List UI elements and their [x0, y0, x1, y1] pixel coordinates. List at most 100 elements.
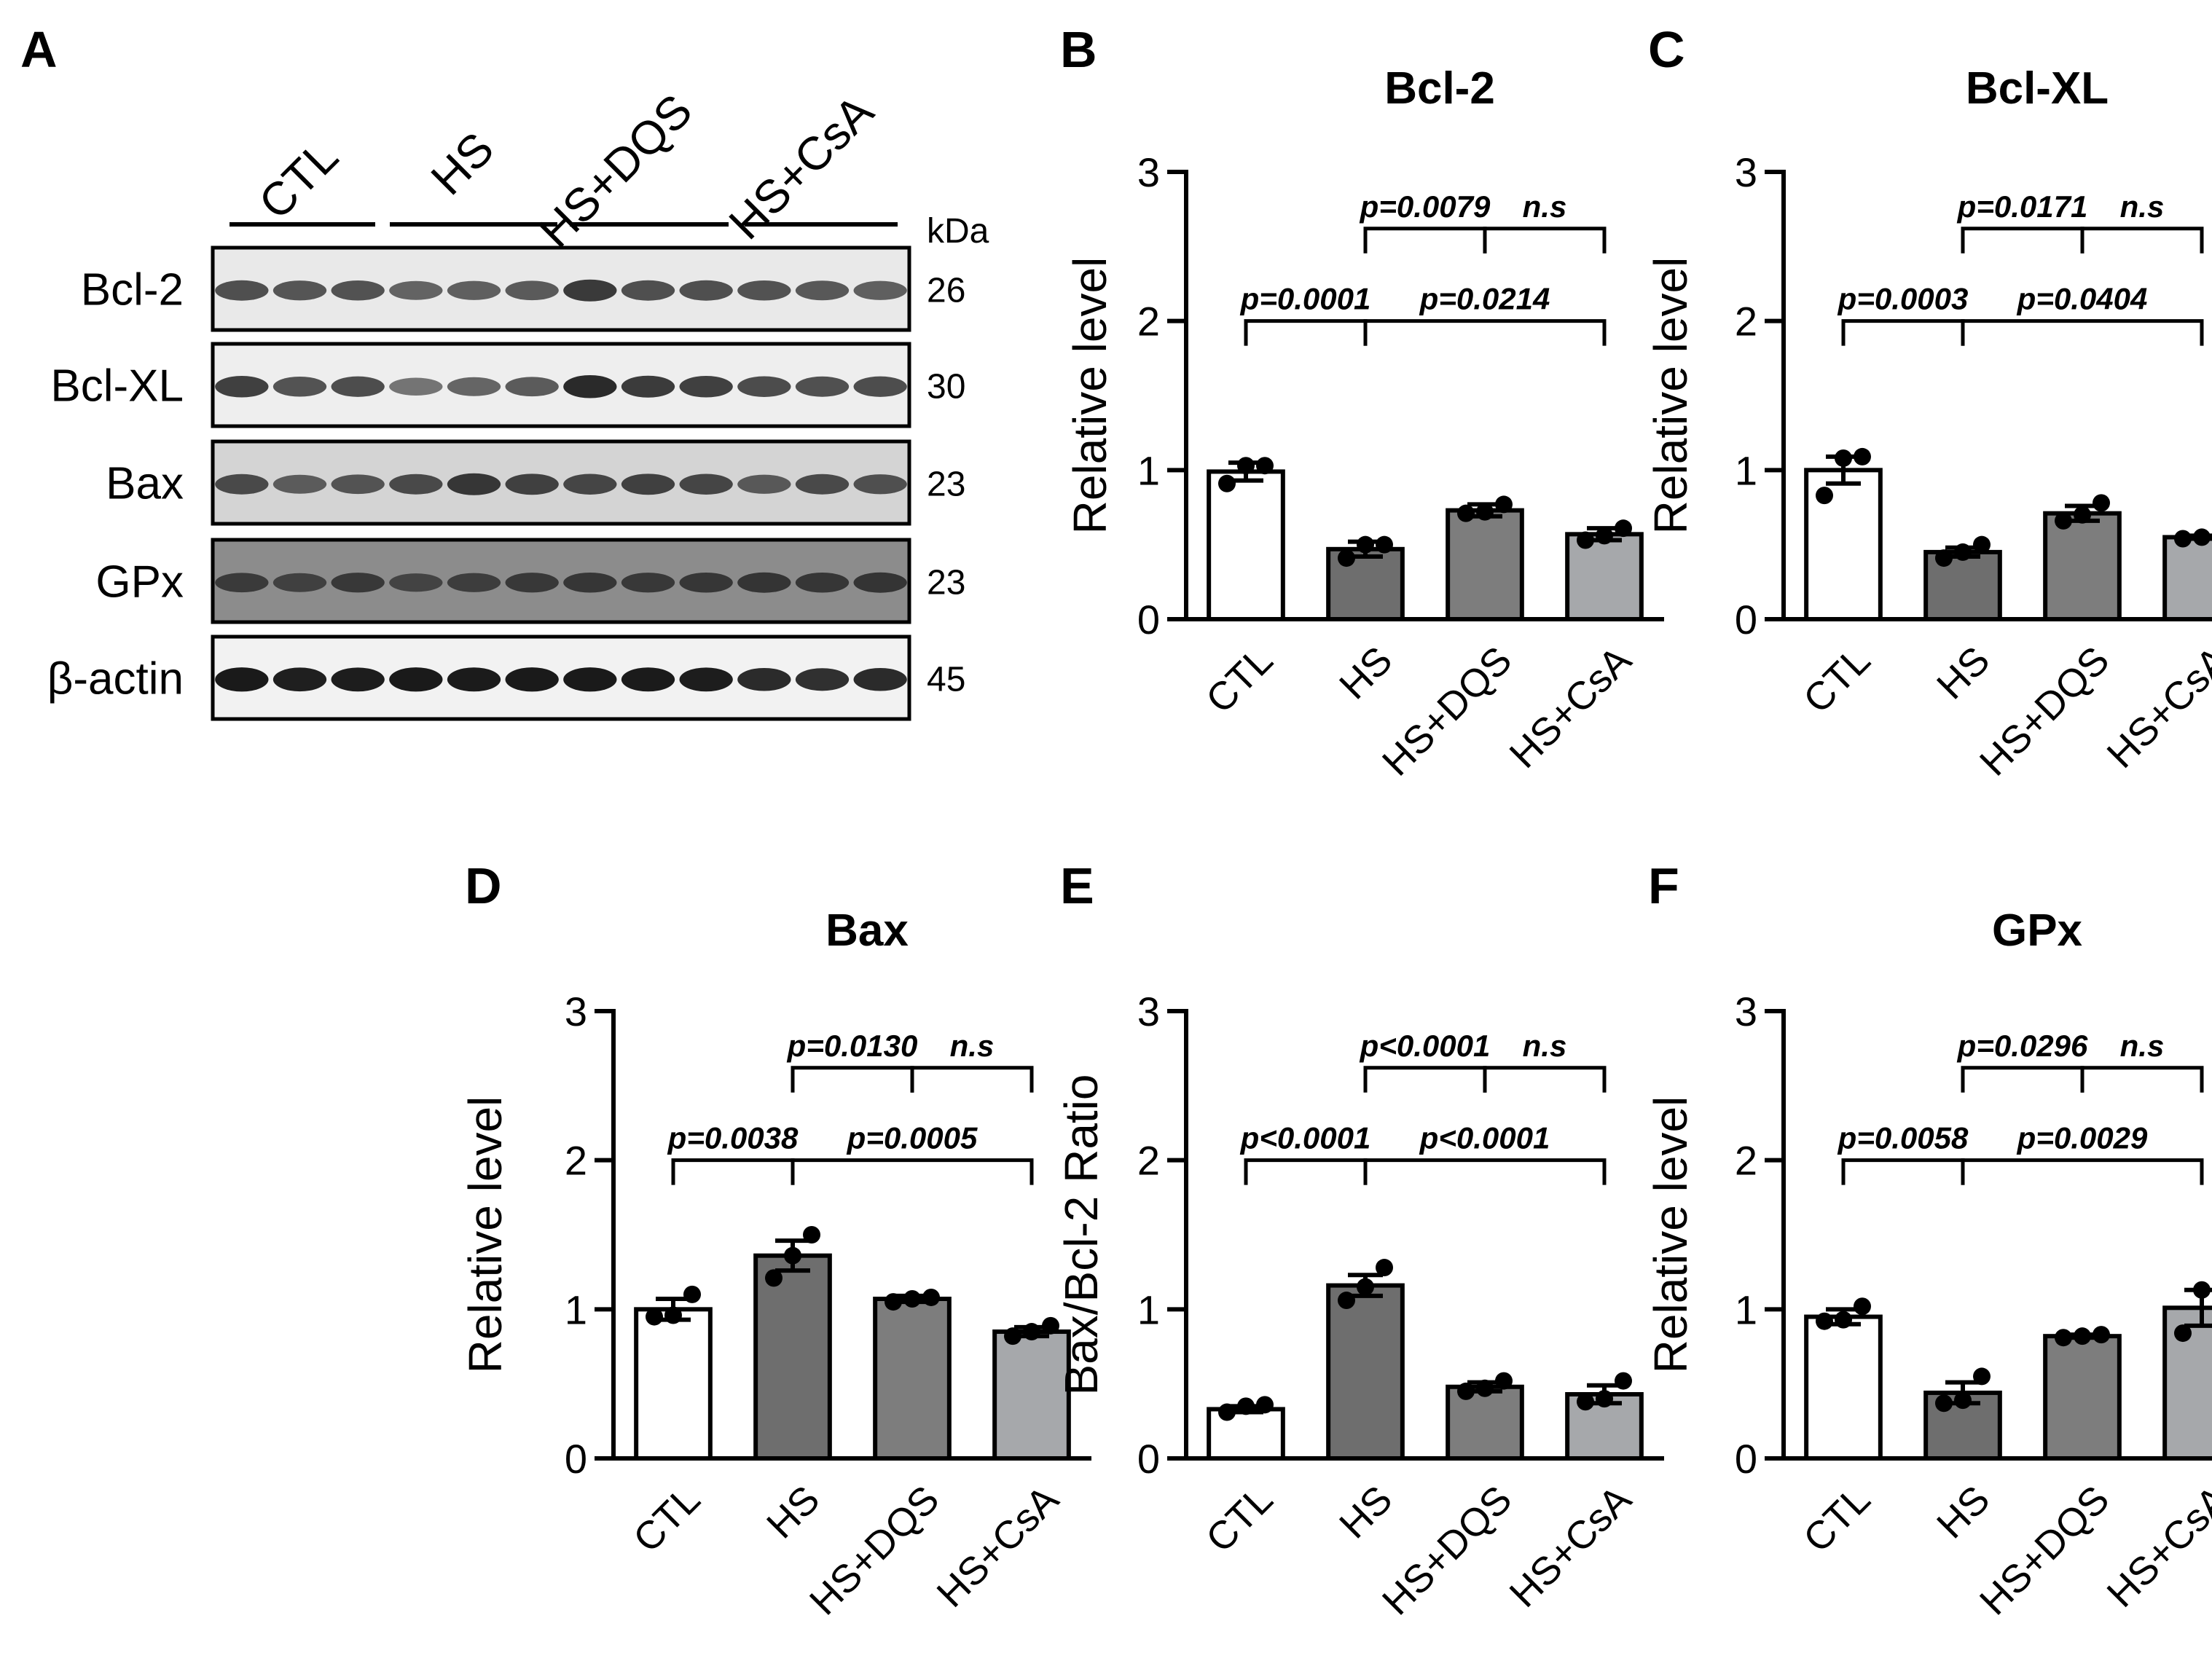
panel-letter: E — [1060, 857, 1094, 914]
p-value-label: n.s — [1523, 189, 1567, 224]
bar — [2043, 1334, 2122, 1461]
p-value-label: p=0.0001 — [1240, 282, 1371, 316]
data-point — [1615, 1372, 1632, 1390]
blot-gpx: GPx 23 — [95, 538, 965, 624]
blot-box — [211, 439, 911, 526]
data-point — [1476, 503, 1494, 521]
blot-band — [795, 280, 850, 301]
data-point — [2074, 1327, 2091, 1345]
blot-band — [272, 280, 327, 301]
significance-bracket — [1483, 1066, 1607, 1093]
bar — [1804, 1314, 1883, 1461]
blot-box — [211, 342, 911, 428]
data-point — [1495, 1372, 1513, 1390]
blot-band — [853, 280, 907, 300]
data-point — [1476, 1379, 1494, 1397]
data-point — [885, 1293, 902, 1311]
data-point — [1218, 474, 1236, 492]
blot-band — [389, 667, 443, 692]
blot-band — [215, 474, 269, 495]
significance-bracket — [1244, 319, 1368, 346]
p-value-label: n.s — [1523, 1029, 1567, 1063]
panel-letter: B — [1060, 21, 1097, 78]
blot-band — [505, 474, 559, 495]
blot-band — [795, 376, 850, 397]
y-tick-label: 2 — [1137, 1138, 1160, 1184]
data-point — [1954, 1391, 1972, 1410]
blot-bcl2: Bcl-2 26 — [81, 245, 965, 332]
bar — [1326, 1283, 1405, 1461]
blot-band — [737, 474, 791, 494]
data-point — [1935, 549, 1953, 567]
blot-band — [447, 377, 501, 396]
blot-band — [621, 573, 675, 593]
blot-box — [211, 538, 911, 624]
bar — [634, 1307, 713, 1461]
data-point — [922, 1288, 940, 1306]
y-tick-label: 0 — [1735, 597, 1757, 643]
data-point — [1973, 1367, 1991, 1386]
bar-chart-b: B Bcl-2 Relative level 0 1 2 3 CTL HSHS+DQSHS+Cs… — [1060, 21, 1664, 785]
y-tick-label: 3 — [1735, 989, 1757, 1034]
p-value-label: p=0.0058 — [1838, 1121, 1969, 1155]
y-tick-label: 1 — [1137, 447, 1160, 493]
y-tick-label: 0 — [1137, 1436, 1160, 1482]
blot-band — [272, 474, 327, 494]
blot-band — [795, 668, 850, 691]
blot-band — [447, 280, 501, 300]
blot-actin: β-actin 45 — [47, 634, 965, 721]
y-axis-label: Bax/Bcl-2 Ratio — [1055, 1074, 1107, 1395]
blot-band — [853, 474, 907, 495]
x-tick-label: CTL — [1198, 638, 1282, 722]
protein-label: β-actin — [47, 654, 184, 704]
blot-band — [621, 375, 675, 398]
x-tick-label: CTL — [1795, 638, 1879, 722]
blot-band — [447, 473, 501, 495]
blot-band — [447, 573, 501, 592]
lane-label: CTL — [248, 130, 348, 229]
p-value-label: p<0.0001 — [1240, 1121, 1371, 1155]
protein-label: Bcl-XL — [50, 361, 184, 412]
panel-letter: F — [1648, 857, 1679, 914]
significance-bracket — [1841, 1158, 1965, 1185]
significance-bracket — [791, 1158, 1034, 1185]
x-tick-label: HS — [1929, 638, 1998, 707]
blot-band — [737, 667, 791, 691]
lane-label: HS — [421, 122, 504, 205]
data-point — [1596, 1390, 1613, 1408]
data-point — [784, 1246, 801, 1265]
p-value-label: p<0.0001 — [1419, 1121, 1550, 1155]
blot-band — [563, 572, 617, 593]
significance-bracket — [1961, 1066, 2084, 1093]
data-point — [2193, 528, 2211, 546]
data-point — [1376, 535, 1393, 554]
p-value-label: p=0.0296 — [1957, 1029, 2088, 1063]
x-tick-label: HS — [758, 1477, 828, 1547]
significance-bracket — [1363, 1066, 1487, 1093]
x-tick-label: HS — [1929, 1477, 1998, 1547]
blot-band — [621, 280, 675, 301]
y-tick-label: 3 — [1735, 149, 1757, 195]
data-point — [664, 1306, 682, 1324]
data-point — [2174, 530, 2192, 548]
y-tick-label: 3 — [565, 989, 587, 1034]
data-point — [1854, 1297, 1871, 1316]
data-point — [1376, 1259, 1393, 1277]
blot-band — [679, 280, 733, 301]
blot-band — [679, 572, 733, 593]
chart-title: GPx — [1992, 905, 2083, 956]
significance-bracket — [1961, 227, 2084, 254]
blot-bclxl: Bcl-XL 30 — [50, 342, 965, 428]
bar — [1565, 532, 1644, 622]
significance-bracket — [1363, 227, 1487, 254]
blot-band — [737, 376, 791, 397]
data-point — [2055, 1329, 2072, 1347]
x-tick-label: CTL — [625, 1477, 709, 1561]
y-axis-label: Relative level — [1064, 257, 1116, 535]
data-point — [1256, 1396, 1274, 1414]
bar-chart-c: C Bcl-XL Relative level 0 1 2 3 CTL HSHS+DQSHS+C… — [1644, 21, 2212, 785]
